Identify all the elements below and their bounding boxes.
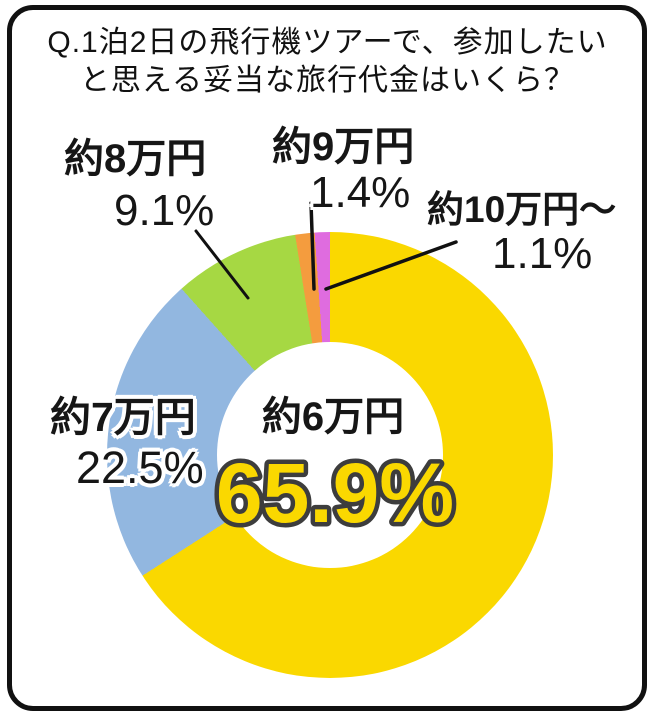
chart-title-line1: Q.1泊2日の飛行機ツアーで、参加したい [47,26,608,59]
label-seg-7man-name: 約7万円 [50,394,196,440]
center-label-value: 65.9% [216,446,454,540]
label-seg-9man-pct: 1.4% [310,168,411,217]
label-seg-8man-name: 約8万円 [64,137,207,181]
label-seg-10man-name: 約10万円～ [427,189,617,230]
label-seg-10man-pct: 1.1% [492,229,593,278]
center-label-value-layer: 65.9% [211,442,458,543]
chart-title-line2: と思える妥当な旅行代金はいくら？ [79,64,576,97]
label-seg-8man-pct: 9.1% [114,186,215,235]
center-label-name: 約6万円 [261,395,405,439]
chart-title: Q.1泊2日の飛行機ツアーで、参加したい と思える妥当な旅行代金はいくら？ [0,24,655,100]
donut-hole [217,342,443,568]
label-seg-7man-pct: 22.5% [76,442,204,493]
donut-chart [107,232,553,678]
label-seg-9man-name: 約9万円 [272,125,415,169]
